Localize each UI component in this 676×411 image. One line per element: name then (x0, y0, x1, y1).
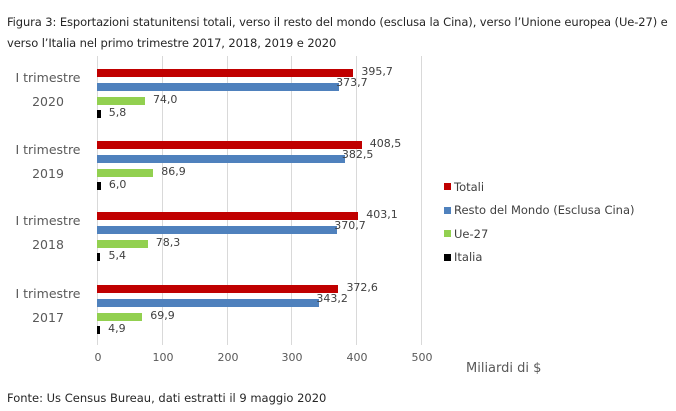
data-label: 343,2 (316, 292, 348, 305)
x-axis-tick-label: 400 (346, 351, 368, 364)
category-label: I trimestre (15, 142, 81, 157)
gridline (227, 56, 228, 345)
data-label: 403,1 (366, 208, 398, 221)
data-label: 86,9 (161, 165, 186, 178)
data-label: 69,9 (150, 309, 175, 322)
bar-italia (97, 110, 101, 118)
legend-swatch-icon (444, 253, 451, 261)
bar-ue27 (97, 169, 154, 177)
data-label: 4,9 (108, 322, 126, 335)
data-label: 370,7 (334, 219, 366, 232)
x-axis-tick-label: 100 (152, 351, 174, 364)
gridline (162, 56, 163, 345)
bar-ue27 (97, 313, 143, 321)
bar-totali (97, 212, 359, 220)
category-label: I trimestre (15, 70, 81, 85)
gridline (97, 56, 98, 345)
bar-resto-del-mondo (97, 83, 340, 91)
category-year-label: 2020 (32, 94, 64, 109)
legend-item: Italia (444, 246, 635, 270)
x-axis-tick-label: 200 (217, 351, 239, 364)
bar-italia (97, 326, 101, 334)
data-label: 395,7 (361, 65, 393, 78)
gridline (356, 56, 357, 345)
legend-label: Totali (454, 179, 485, 194)
legend-swatch-icon (444, 183, 451, 191)
legend-item: Resto del Mondo (Esclusa Cina) (444, 199, 635, 223)
bar-ue27 (97, 97, 145, 105)
gridline (291, 56, 292, 345)
data-label: 382,5 (341, 148, 374, 161)
category-year-label: 2018 (32, 237, 64, 252)
data-label: 78,3 (155, 236, 181, 249)
x-axis-unit-label: Miliardi di $ (466, 361, 542, 376)
legend-label: Ue-27 (454, 226, 489, 241)
data-label: 74,0 (152, 93, 178, 106)
data-label: 373,7 (336, 76, 368, 89)
legend-swatch-icon (444, 206, 451, 214)
bar-resto-del-mondo (97, 155, 345, 163)
bar-ue27 (97, 240, 148, 248)
bar-resto-del-mondo (97, 226, 338, 234)
legend-item: Totali (444, 175, 635, 199)
chart-title: Figura 3: Esportazioni statunitensi tota… (7, 15, 668, 50)
legend-label: Resto del Mondo (Esclusa Cina) (454, 203, 635, 218)
x-axis-tick-label: 300 (281, 351, 303, 364)
data-label: 5,4 (108, 249, 126, 262)
bar-totali (97, 141, 362, 149)
category-label: I trimestre (15, 213, 81, 228)
data-label: 408,5 (369, 137, 402, 150)
bar-totali (97, 285, 339, 293)
legend-item: Ue-27 (444, 222, 635, 246)
data-label: 6,0 (108, 178, 127, 191)
data-label: 5,8 (108, 106, 127, 119)
bar-totali (97, 69, 354, 77)
chart-legend: Totali Resto del Mondo (Esclusa Cina) Ue-2… (444, 175, 635, 269)
source-note: Fonte: Us Census Bureau, dati estratti i… (7, 391, 327, 405)
bar-italia (97, 182, 101, 190)
gridline (421, 56, 422, 345)
x-axis-tick-label: 0 (94, 351, 102, 364)
category-year-label: 2017 (32, 310, 64, 325)
x-axis-tick-label: 500 (411, 351, 433, 364)
category-label: I trimestre (15, 286, 81, 301)
category-year-label: 2019 (32, 166, 64, 181)
bar-italia (97, 253, 101, 261)
legend-label: Italia (454, 250, 483, 265)
legend-swatch-icon (444, 230, 451, 238)
bar-resto-del-mondo (97, 299, 320, 307)
data-label: 372,6 (346, 281, 378, 294)
